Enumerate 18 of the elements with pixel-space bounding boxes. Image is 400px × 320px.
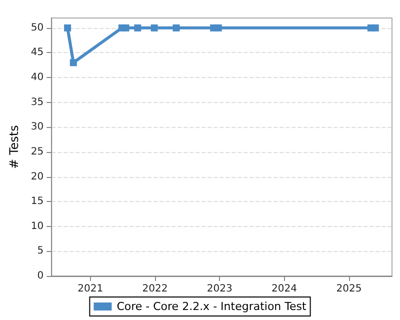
y-axis-title: # Tests [7,125,21,169]
x-tick-label: 2023 [206,284,232,294]
x-tick-label: 2021 [78,284,104,294]
y-tick-label: 25 [30,146,44,158]
y-tick-label: 50 [30,22,44,34]
y-tick-label: 10 [30,220,44,232]
y-tick-label: 30 [30,122,44,133]
x-tick-label: 2022 [142,284,168,294]
y-tick-label: 5 [37,246,44,257]
y-tick-label: 40 [30,72,44,84]
y-tick-label: 0 [37,270,44,282]
legend-label: Core - Core 2.2.x - Integration Test [116,300,307,313]
x-tick-label: 2024 [271,284,297,294]
y-tick-label: 20 [30,171,44,182]
y-tick-label: 35 [30,96,44,108]
y-tick-label: 15 [30,196,44,208]
y-tick-label: 45 [30,47,44,58]
x-tick-label: 2025 [336,284,362,294]
